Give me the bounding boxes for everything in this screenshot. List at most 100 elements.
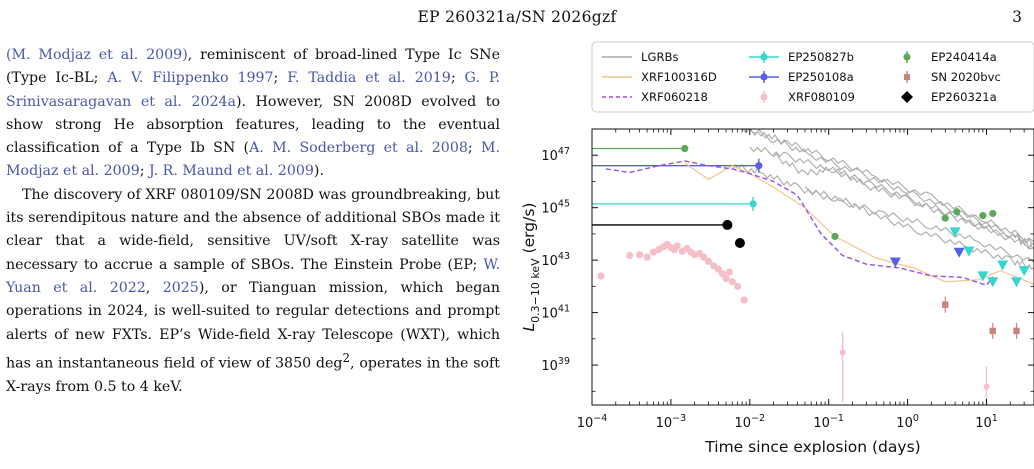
citation-link[interactable]: (M. Modjaz et al. 2009) <box>6 47 188 63</box>
legend-label: EP250827b <box>788 50 854 64</box>
data-point <box>963 246 975 257</box>
luminosity-chart: 10−4 10−3 10−2 10−1 100 101103910411043104510… <box>520 41 1034 456</box>
data-point <box>635 251 644 259</box>
data-point <box>987 277 999 288</box>
tick-exponent: 0 <box>913 413 919 424</box>
tick-base: 10 <box>541 359 558 374</box>
data-point <box>725 268 733 276</box>
y-tick-label: 1043 <box>541 251 570 269</box>
lgrb-light-curve <box>804 185 1034 270</box>
data-point <box>1018 266 1030 277</box>
data-point <box>733 282 742 290</box>
data-point <box>722 219 733 230</box>
series-ep250827b <box>749 196 1030 288</box>
paragraph-2: The discovery of XRF 080109/SN 2008D was… <box>6 184 500 399</box>
legend-label: SN 2020bvc <box>931 70 1001 84</box>
text-run: ), or Tianguan mission, which began oper… <box>6 279 500 372</box>
text-run: , <box>145 279 163 296</box>
chart-legend: LGRBs EP250827b EP240414a XRF100316D EP25010… <box>591 41 1034 113</box>
data-point <box>989 327 996 335</box>
citation-link[interactable]: J. R. Maund et al. 2009 <box>149 163 314 180</box>
running-header-title: EP 260321a/SN 2026gzf <box>417 8 617 26</box>
legend-symbol <box>749 51 779 63</box>
tick-exponent: 43 <box>558 251 570 262</box>
data-point <box>831 232 839 241</box>
citation-link[interactable]: F. Taddia et al. 2019 <box>287 70 451 87</box>
legend-label: LGRBs <box>641 50 679 64</box>
data-point <box>839 349 846 356</box>
legend-label: EP250108a <box>788 70 854 84</box>
tick-exponent: 1 <box>992 413 998 424</box>
y-tick-label: 1039 <box>541 356 570 374</box>
tick-exponent: −3 <box>672 413 686 424</box>
data-point <box>700 253 708 261</box>
data-point <box>989 209 997 218</box>
text-run: ; <box>273 70 288 87</box>
tick-base: 10 <box>735 416 752 431</box>
text-run: , reminiscent of broad-lined Type Ic SNe… <box>6 47 500 87</box>
y-tick-label: 1045 <box>541 199 570 217</box>
data-point <box>983 383 990 390</box>
data-point <box>941 214 949 222</box>
text-column: (M. Modjaz et al. 2009), reminiscent of … <box>6 44 500 399</box>
data-point <box>597 272 605 280</box>
citation-link[interactable]: A. M. Soderberg et al. 2008 <box>249 140 468 157</box>
legend-symbol <box>749 71 779 83</box>
page-number: 3 <box>1012 8 1022 26</box>
data-point <box>673 242 681 250</box>
y-axis-label-units: (erg/s) <box>520 203 538 259</box>
tick-exponent: 47 <box>558 146 570 157</box>
plot-frame <box>591 128 1034 406</box>
data-point <box>734 238 745 249</box>
x-tick-label: 101 <box>975 413 998 431</box>
tick-base: 10 <box>813 416 830 431</box>
lgrb-light-curve <box>773 153 1034 250</box>
text-run: ). However, SN 2008D evolved to show str… <box>6 93 500 157</box>
data-point <box>704 257 713 265</box>
legend-box <box>591 41 1034 113</box>
data-point <box>722 274 730 283</box>
citation-link[interactable]: 2025 <box>162 279 199 296</box>
legend-symbol <box>760 91 768 103</box>
y-axis-label: L0.3−10 keV (erg/s) <box>520 203 542 332</box>
data-point <box>997 260 1009 271</box>
running-header: EP 260321a/SN 2026gzf 3 <box>0 8 1034 30</box>
citation-link[interactable]: M. Modjaz et al. 2009 <box>6 140 500 180</box>
data-point <box>889 257 901 268</box>
data-point <box>728 278 736 286</box>
y-axis-label-subscript: 0.3−10 keV <box>529 258 542 323</box>
superscript: 2 <box>342 350 351 365</box>
x-tick-label: 10−4 <box>577 413 608 431</box>
data-point <box>643 253 651 261</box>
data-point <box>949 227 961 238</box>
citation-link[interactable]: A. V. Filippenko 1997 <box>107 70 274 87</box>
data-point <box>740 296 748 304</box>
tick-exponent: −4 <box>593 413 607 424</box>
text-run: ; <box>450 70 465 87</box>
plot-area <box>592 129 1034 405</box>
legend-symbol <box>903 51 911 63</box>
tick-base: 10 <box>541 202 558 217</box>
tick-base: 10 <box>541 307 558 322</box>
x-tick-label: 10−3 <box>656 413 687 431</box>
citation-link[interactable]: W. Yuan et al. 2022 <box>6 256 500 296</box>
series-ep260321a <box>722 219 745 249</box>
x-axis-label: Time since explosion (days) <box>704 438 920 456</box>
legend-symbol <box>901 91 913 103</box>
series-ep250108a <box>755 158 965 268</box>
tick-base: 10 <box>541 149 558 164</box>
xrf100316d-curve <box>684 162 1034 285</box>
text-run: ). <box>313 163 324 180</box>
tick-base: 10 <box>541 254 558 269</box>
lgrb-light-curve <box>731 163 1034 264</box>
data-point <box>953 208 961 216</box>
text-run: ; <box>467 140 481 157</box>
x-tick-label: 10−2 <box>735 413 766 431</box>
data-point <box>979 211 987 220</box>
data-point <box>1010 277 1022 288</box>
citation-link[interactable]: G. P. Srinivasaragavan et al. 2024a <box>6 70 500 110</box>
tick-base: 10 <box>896 416 913 431</box>
data-point <box>626 251 634 260</box>
tick-exponent: 41 <box>558 304 570 315</box>
y-tick-label: 1041 <box>541 304 570 322</box>
